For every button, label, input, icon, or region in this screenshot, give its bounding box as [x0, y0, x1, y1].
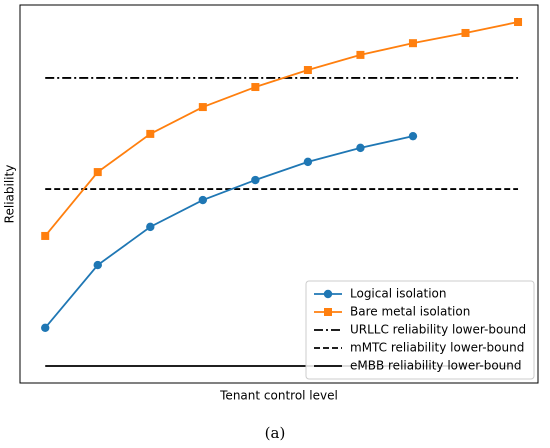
marker: [408, 131, 418, 141]
marker: [146, 222, 155, 232]
plot-frame: [19, 4, 539, 384]
caption: (a): [265, 424, 286, 442]
marker: [198, 103, 207, 112]
marker: [356, 50, 365, 59]
legend-box: [305, 280, 535, 380]
marker: [93, 168, 102, 177]
legend-marker: [323, 289, 333, 299]
marker: [198, 195, 208, 205]
x-axis-label: Tenant control level: [219, 389, 338, 403]
marker: [514, 18, 523, 27]
legend-marker: [324, 308, 332, 316]
marker: [461, 28, 470, 37]
marker: [303, 157, 313, 167]
series-line: [44, 21, 519, 237]
legend-label: Logical isolation: [350, 287, 446, 301]
marker: [408, 39, 417, 48]
series-line: [44, 135, 414, 329]
marker: [93, 260, 102, 270]
legend-label: Bare metal isolation: [350, 305, 470, 319]
legend-label: eMBB reliability lower-bound: [350, 359, 522, 373]
legend-label: URLLC reliability lower-bound: [350, 323, 526, 337]
marker: [251, 175, 260, 185]
legend: Logical isolation Bare metal isolation URL…: [305, 280, 535, 380]
marker: [251, 83, 260, 92]
legend-label: mMTC reliability lower-bound: [350, 341, 524, 355]
marker: [303, 66, 312, 75]
marker: [356, 143, 365, 153]
y-axis-label: Reliability: [3, 165, 17, 224]
marker: [41, 231, 50, 240]
marker: [146, 129, 155, 138]
marker: [41, 323, 50, 333]
